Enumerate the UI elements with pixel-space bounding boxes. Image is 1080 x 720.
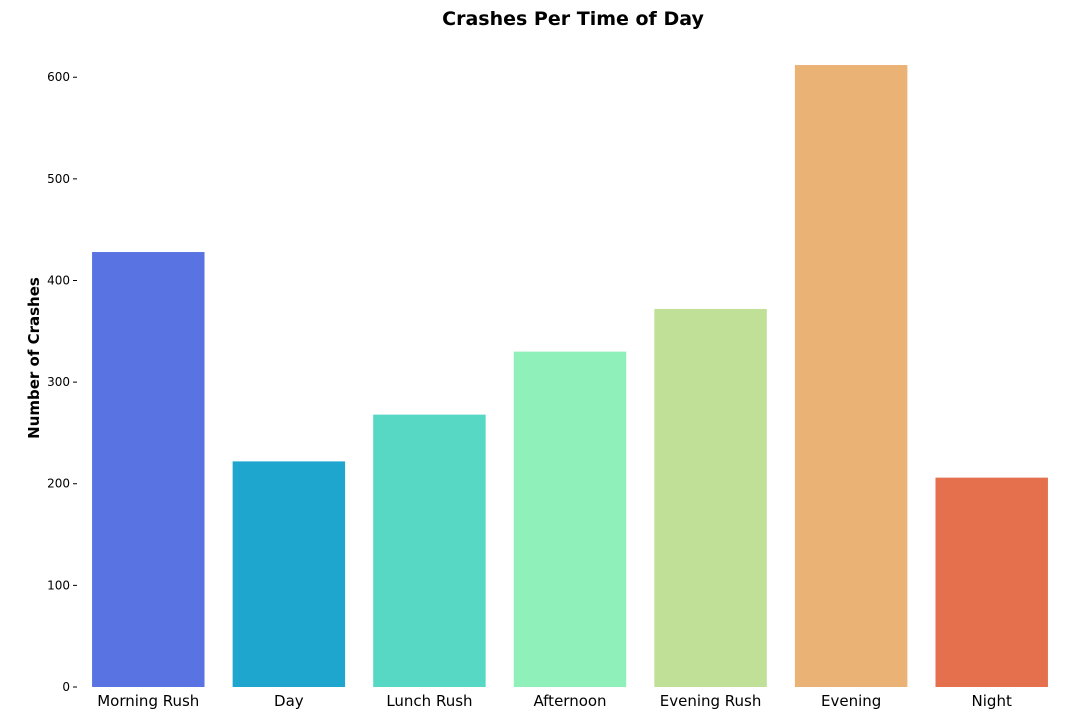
bar-morning-rush — [92, 252, 205, 688]
y-axis-ticks: 0 100 200 300 400 500 600 — [47, 70, 77, 694]
y-tick-label: 200 — [47, 477, 70, 491]
x-tick-label: Afternoon — [533, 692, 606, 710]
bar-evening — [794, 65, 908, 687]
x-tick-label: Day — [274, 692, 304, 710]
bar-day — [232, 461, 346, 687]
bar-lunch-rush — [373, 414, 486, 687]
bar-evening-rush — [654, 308, 767, 687]
x-tick-label: Lunch Rush — [386, 692, 472, 710]
y-tick-label: 0 — [62, 680, 70, 694]
x-tick-label: Evening — [821, 692, 881, 710]
y-tick-label: 400 — [47, 273, 70, 287]
x-tick-label: Evening Rush — [660, 692, 762, 710]
y-tick-label: 500 — [47, 172, 70, 186]
bar-night — [935, 477, 1048, 687]
y-tick-label: 300 — [47, 375, 70, 389]
bars-group — [92, 65, 1048, 688]
bar-afternoon — [513, 351, 627, 687]
chart-title: Crashes Per Time of Day — [442, 8, 704, 30]
x-tick-label: Night — [972, 692, 1012, 710]
x-axis-labels: Morning Rush Day Lunch Rush Afternoon Evenin… — [97, 692, 1012, 710]
x-tick-label: Morning Rush — [97, 692, 199, 710]
y-tick-label: 600 — [47, 70, 70, 84]
y-axis-label: Number of Crashes — [25, 277, 43, 439]
y-tick-label: 100 — [47, 578, 70, 592]
